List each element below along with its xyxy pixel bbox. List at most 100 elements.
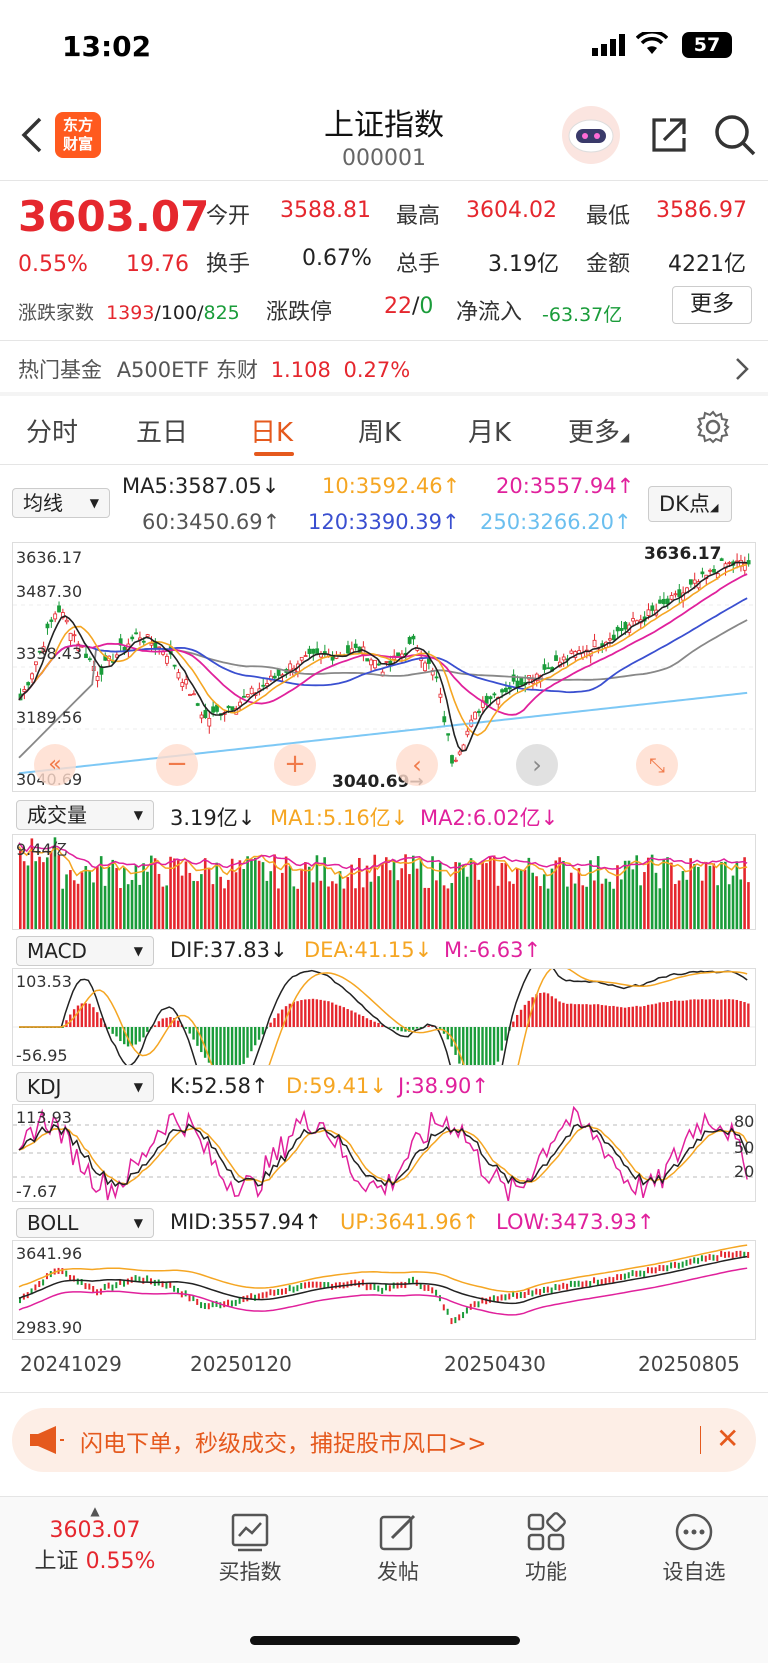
volume-bar [76,883,80,929]
candle-body [511,674,516,682]
volume-bar [704,861,708,929]
macd-bar [173,1017,176,1027]
macd-bar [123,1027,126,1045]
tab-five-day[interactable]: 五日 [136,418,189,448]
volume-bar [123,867,126,929]
volume-bar [223,888,226,929]
candle-body [473,711,478,720]
function-button[interactable]: 功能 [486,1512,606,1586]
volume-bar [180,875,184,929]
candle-body [276,669,281,676]
boll-select[interactable]: BOLL ▼ [16,1208,154,1238]
volume-bar [219,876,222,929]
volume-bar [469,858,473,929]
boll-candle [627,1272,630,1279]
zoom-in-icon[interactable]: + [274,744,316,786]
macd-bar [662,1002,665,1027]
volume-bar [481,860,484,929]
scroll-left-icon[interactable]: ‹ [396,744,438,786]
volume-bar [142,863,145,929]
boll-candle [450,1318,453,1325]
scroll-right-icon[interactable]: › [516,744,558,786]
macd-bar [381,1025,384,1027]
boll-candle [720,1250,723,1257]
volume-bar [666,857,669,929]
volume-bar [531,872,534,929]
macd-bar [92,1007,95,1027]
kline-chart[interactable] [12,542,756,792]
add-watchlist-button[interactable]: 设自选 [634,1512,754,1586]
candle-body [665,598,670,605]
buy-index-button[interactable]: 买指数 [190,1512,310,1586]
volume-bar [585,886,588,929]
macd-bar [331,1002,334,1027]
close-icon[interactable]: ✕ [716,1422,740,1455]
post-button[interactable]: 发帖 [338,1512,458,1586]
volume-bar [504,863,508,929]
boll-candle [165,1282,168,1289]
more-button[interactable]: 更多 [672,286,752,324]
dk-point-button[interactable]: DK点◢ [648,486,732,522]
boll-candle [381,1287,384,1294]
macd-select[interactable]: MACD ▼ [16,936,154,966]
macd-bar [712,999,715,1027]
boll-candle [596,1279,599,1286]
candle-body [453,759,458,762]
bottom-quote[interactable]: ▲ 3603.07 上证 0.55% [20,1504,170,1575]
boll-candle [111,1284,114,1291]
boll-candle [589,1281,592,1288]
search-icon[interactable] [712,112,758,162]
boll-y-bottom: 2983.90 [16,1318,83,1337]
share-icon[interactable] [648,114,690,160]
boll-candle [492,1295,495,1302]
macd-bar [107,1027,111,1030]
candle-body [569,650,574,654]
volume-select[interactable]: 成交量 ▼ [16,800,154,830]
macd-bar [76,1005,80,1027]
hot-fund-row[interactable]: 热门基金 A500ETF 东财 1.108 0.27% [18,354,410,384]
macd-bar [550,996,554,1027]
tab-intraday[interactable]: 分时 [26,418,79,448]
ma-select[interactable]: 均线 ▼ [12,488,110,518]
scroll-left-fast-icon[interactable]: « [34,744,76,786]
boll-candle [88,1283,91,1290]
volume-bar [542,874,546,929]
volume-bar [616,865,619,929]
volume-bar [473,862,477,929]
tab-weekly-k[interactable]: 周K [358,418,402,448]
boll-candle [227,1299,230,1306]
chevron-right-icon[interactable] [734,356,750,386]
back-icon[interactable] [18,115,44,159]
volume-bar [203,858,207,929]
settings-gear-icon[interactable] [696,410,730,448]
kline-y-label-4: 3189.56 [16,708,83,727]
boll-candle [338,1282,341,1289]
macd-bar [323,1000,326,1027]
macd-bar [477,1027,480,1086]
candle-body [207,717,212,727]
kdj-select[interactable]: KDJ ▼ [16,1072,154,1102]
volume-bar [492,855,496,929]
robot-avatar-icon[interactable] [562,106,620,164]
boll-candle [92,1285,95,1292]
candle-body [84,653,88,659]
volume-bar [334,883,338,929]
boll-candle [566,1283,569,1290]
tab-daily-k[interactable]: 日K [250,418,294,448]
boll-candle [427,1285,430,1292]
ma-line [18,1255,748,1305]
fullscreen-icon[interactable]: ⤡ [636,744,678,786]
zoom-out-icon[interactable]: − [156,744,198,786]
macd-bar [673,1000,677,1027]
macd-bar [577,1004,581,1027]
volume-bar [673,883,677,929]
promo-banner[interactable]: 闪电下单，秒级成交，捕捉股市风口>> ✕ [12,1408,756,1472]
boll-candle [550,1287,553,1294]
boll-candle [670,1262,673,1269]
tab-more[interactable]: 更多◢ [568,418,630,448]
tab-monthly-k[interactable]: 月K [468,418,512,448]
candle-body [488,696,493,700]
boll-candle [646,1267,649,1274]
boll-candle [666,1265,669,1272]
macd-bar [716,999,719,1027]
